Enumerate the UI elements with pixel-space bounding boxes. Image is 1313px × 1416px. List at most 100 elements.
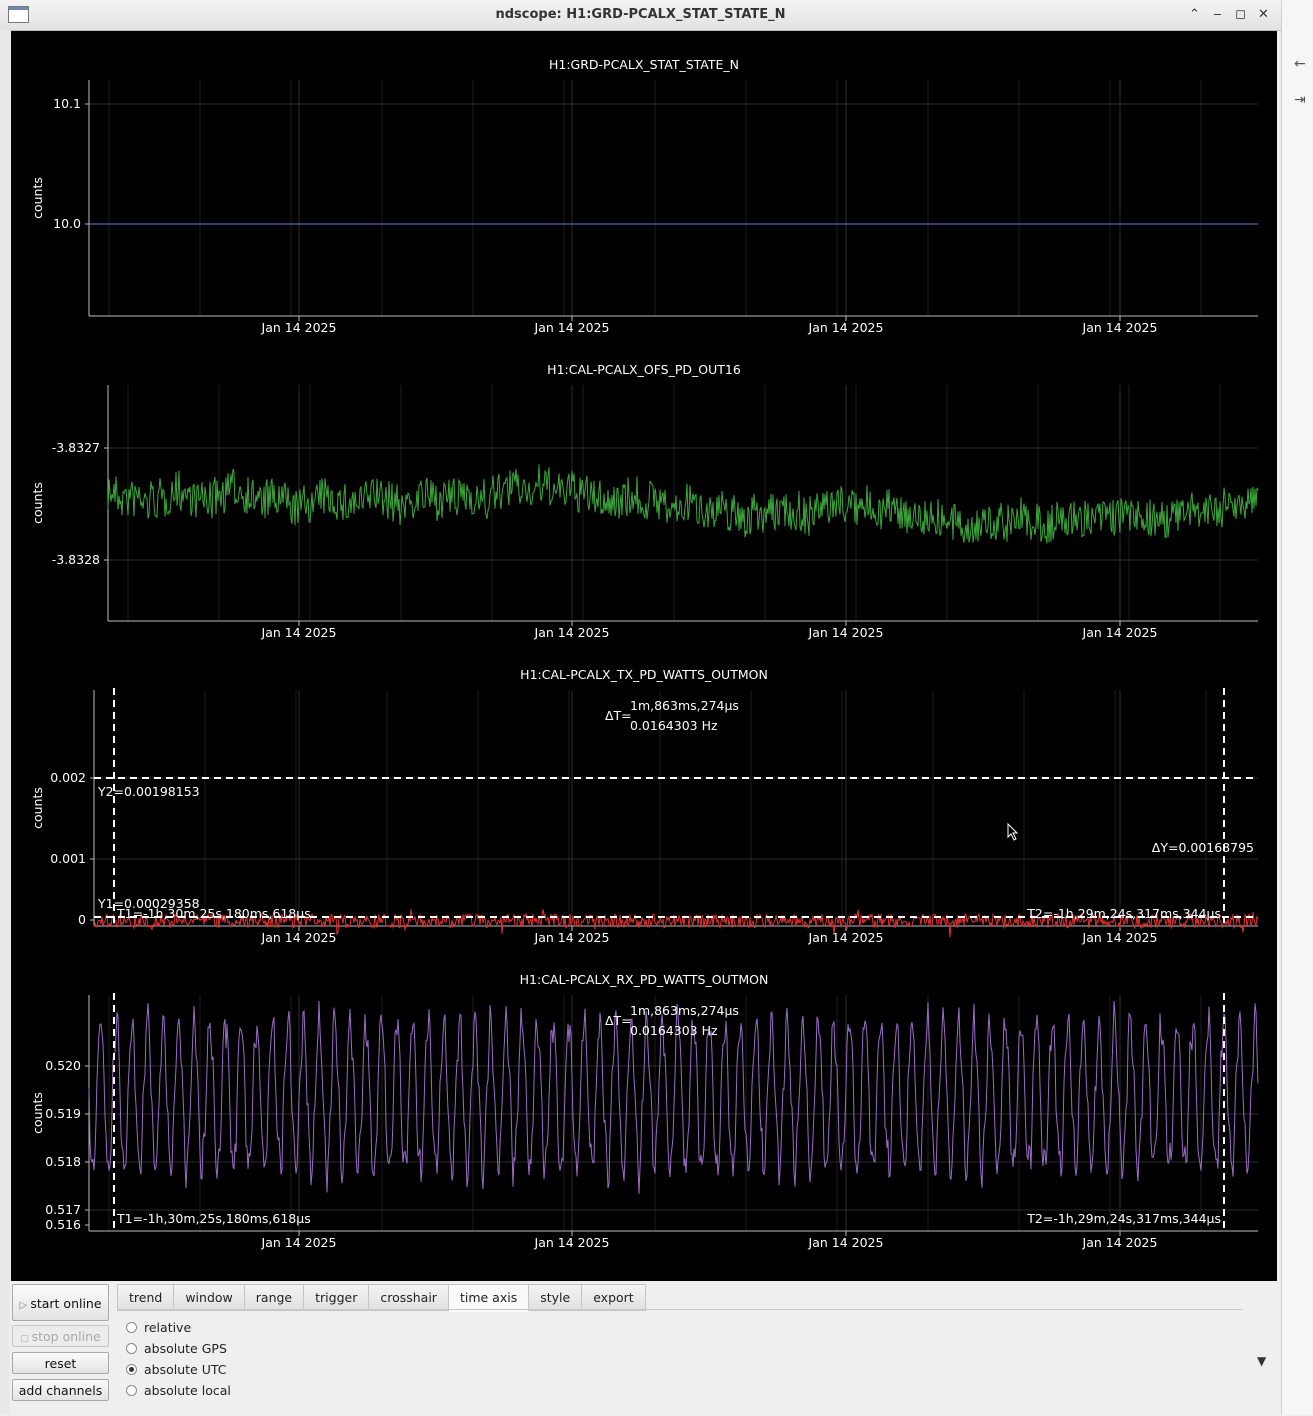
x-tick-date: Jan 14 2025 [534,930,610,945]
radio-relative[interactable]: relative [126,1320,191,1335]
chevron-down-icon[interactable]: ▼ [1257,1354,1267,1368]
grid [94,690,1258,926]
x-tick-date: Jan 14 2025 [808,625,884,640]
stop-online-label: stop online [31,1329,101,1344]
radio-label: absolute UTC [144,1362,227,1377]
y-tick-label: 10.1 [53,96,81,111]
radio-indicator[interactable] [126,1385,137,1396]
y-tick-label: 10.0 [53,216,81,231]
play-icon: ▷ [19,1300,31,1311]
y-axis-label: counts [30,482,45,524]
settings-tabs: trend window range trigger crosshair tim… [117,1284,646,1312]
plot-title: H1:CAL-PCALX_TX_PD_WATTS_OUTMON [520,667,768,682]
tab-trigger[interactable]: trigger [303,1284,369,1311]
delta-t-frequency: 0.0164303 Hz [630,718,718,733]
y-tick-label: 0.520 [45,1058,81,1073]
add-channels-button[interactable]: add channels [12,1379,109,1401]
y-tick-label: -3.8328 [52,552,100,567]
start-online-label: start online [30,1296,102,1311]
delta-t-label: ΔT= [605,708,632,723]
radio-indicator[interactable] [126,1343,137,1354]
y-axis-label: counts [30,177,45,219]
radio-label: absolute local [144,1383,231,1398]
minimize-icon[interactable]: ‒ [1213,7,1222,22]
plot-rx-pd[interactable]: counts 0.520 0.519 0.518 0.517 0.516 Jan 14 20… [11,946,1277,1251]
mouse-cursor-icon [1007,823,1019,841]
plot-title: H1:GRD-PCALX_STAT_STATE_N [548,57,740,72]
time-axis-pane: relative absolute GPS absolute UTC absol… [117,1309,1243,1416]
y-tick-label: 0.519 [45,1106,81,1121]
plot-title: H1:CAL-PCALX_RX_PD_WATTS_OUTMON [519,972,769,987]
tab-crosshair[interactable]: crosshair [368,1284,448,1311]
tab-export[interactable]: export [581,1284,646,1311]
radio-absolute-local[interactable]: absolute local [126,1383,231,1398]
x-tick-date: Jan 14 2025 [534,1235,610,1250]
y-tick-label: 0.518 [45,1154,81,1169]
x-tick-date: Jan 14 2025 [1082,625,1158,640]
x-tick-date: Jan 14 2025 [534,320,610,335]
start-online-button[interactable]: ▷ start online [12,1284,109,1321]
login-icon[interactable]: ⇥ [1294,92,1306,108]
radio-absolute-utc[interactable]: absolute UTC [126,1362,227,1377]
cursor-y1-label: Y1=0.00029358 [97,896,200,911]
tab-window[interactable]: window [173,1284,244,1311]
stop-online-button[interactable]: ▢ stop online [12,1325,109,1347]
delta-y-label: ΔY=0.00168795 [1152,840,1254,855]
app-icon[interactable] [8,6,29,23]
delta-t-value: 1m,863ms,274µs [630,698,739,713]
delta-t-value: 1m,863ms,274µs [630,1003,739,1018]
x-tick-date: Jan 14 2025 [1082,320,1158,335]
title-bar: ndscope: H1:GRD-PCALX_STAT_STATE_N ⌃ ‒ ◻… [0,0,1281,31]
radio-indicator[interactable] [126,1364,137,1375]
chevron-up-icon[interactable]: ⌃ [1189,7,1200,22]
radio-label: relative [144,1320,192,1335]
radio-indicator[interactable] [126,1322,137,1333]
cursor-t2-label: T2=-1h,29m,24s,317ms,344µs [1026,906,1221,921]
y-tick-label: 0.001 [50,851,86,866]
cursor-t2-label: T2=-1h,29m,24s,317ms,344µs [1026,1211,1221,1226]
tab-trend[interactable]: trend [117,1284,174,1311]
x-tick-date: Jan 14 2025 [261,625,337,640]
window-title: ndscope: H1:GRD-PCALX_STAT_STATE_N [495,7,786,22]
maximize-icon[interactable]: ◻ [1235,7,1246,22]
y-tick-label: 0.517 [45,1202,81,1217]
plot-title: H1:CAL-PCALX_OFS_PD_OUT16 [547,362,741,377]
side-panel: ← ⇥ [1281,0,1313,1415]
tab-range[interactable]: range [243,1284,304,1311]
x-tick-date: Jan 14 2025 [534,625,610,640]
delta-t-label: ΔT= [605,1013,632,1028]
delta-t-frequency: 0.0164303 Hz [630,1023,718,1038]
y-tick-label: 0 [78,912,86,927]
y-tick-label: -3.8327 [52,440,100,455]
y-axis-label: counts [30,787,45,829]
close-icon[interactable]: ✕ [1258,7,1269,22]
grid [89,80,1258,316]
radio-label: absolute GPS [144,1341,227,1356]
x-tick-date: Jan 14 2025 [261,1235,337,1250]
y-tick-label: 0.002 [50,770,86,785]
x-tick-date: Jan 14 2025 [808,930,884,945]
cursor-t1-label: T1=-1h,30m,25s,180ms,618µs [116,1211,311,1226]
desktop-edge [0,30,10,1415]
data-trace [107,464,1259,544]
radio-absolute-gps[interactable]: absolute GPS [126,1341,227,1356]
x-tick-date: Jan 14 2025 [261,320,337,335]
x-tick-date: Jan 14 2025 [1082,930,1158,945]
cursor-y2-label: Y2=0.00198153 [97,784,200,799]
tab-style[interactable]: style [528,1284,582,1311]
arrow-left-icon[interactable]: ← [1294,56,1306,72]
tab-time-axis[interactable]: time axis [447,1284,529,1312]
data-trace [88,1000,1259,1194]
x-tick-date: Jan 14 2025 [261,930,337,945]
data-trace [93,909,1259,938]
reset-button[interactable]: reset [12,1352,109,1374]
stop-icon: ▢ [20,1334,32,1344]
x-tick-date: Jan 14 2025 [808,1235,884,1250]
y-axis-label: counts [30,1092,45,1134]
x-tick-date: Jan 14 2025 [808,320,884,335]
control-panel: ▷ start online ▢ stop online reset add c… [10,1281,1281,1415]
